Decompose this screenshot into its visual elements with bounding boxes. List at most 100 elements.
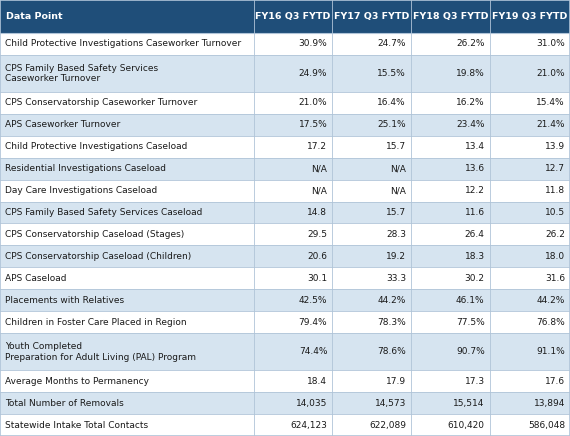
Text: 77.5%: 77.5% (456, 317, 484, 327)
Text: 44.2%: 44.2% (536, 296, 565, 305)
Text: FY19 Q3 FYTD: FY19 Q3 FYTD (492, 12, 568, 21)
Text: 46.1%: 46.1% (456, 296, 484, 305)
Text: APS Caseworker Turnover: APS Caseworker Turnover (5, 120, 120, 129)
Text: N/A: N/A (390, 186, 406, 195)
Text: 29.5: 29.5 (307, 230, 327, 239)
Bar (0, 245, 570, 267)
Bar (0, 180, 570, 201)
Text: 17.6: 17.6 (545, 377, 565, 386)
Text: Children in Foster Care Placed in Region: Children in Foster Care Placed in Region (5, 317, 186, 327)
Text: Day Care Investigations Caseload: Day Care Investigations Caseload (5, 186, 157, 195)
Text: 17.3: 17.3 (465, 377, 484, 386)
Bar (0, 267, 570, 289)
Text: 17.2: 17.2 (307, 142, 327, 151)
Bar (0, 136, 570, 158)
Text: Youth Completed
Preparation for Adult Living (PAL) Program: Youth Completed Preparation for Adult Li… (5, 342, 196, 361)
Text: 21.0%: 21.0% (536, 69, 565, 78)
Text: 13,894: 13,894 (534, 399, 565, 408)
Text: 44.2%: 44.2% (377, 296, 406, 305)
Text: 586,048: 586,048 (528, 421, 565, 429)
Bar (0, 392, 570, 414)
Text: N/A: N/A (311, 164, 327, 173)
Text: 19.2: 19.2 (386, 252, 406, 261)
Text: CPS Conservatorship Caseworker Turnover: CPS Conservatorship Caseworker Turnover (5, 99, 197, 108)
Text: 18.0: 18.0 (545, 252, 565, 261)
Text: 15,514: 15,514 (453, 399, 484, 408)
Text: CPS Family Based Safety Services
Caseworker Turnover: CPS Family Based Safety Services Casewor… (5, 64, 158, 83)
Bar (0, 311, 570, 333)
Text: CPS Conservatorship Caseload (Children): CPS Conservatorship Caseload (Children) (5, 252, 192, 261)
Bar (0, 370, 570, 392)
Text: 21.0%: 21.0% (299, 99, 327, 108)
Text: 24.7%: 24.7% (377, 39, 406, 48)
Text: 30.2: 30.2 (465, 274, 484, 283)
Text: 13.9: 13.9 (545, 142, 565, 151)
Text: 13.6: 13.6 (465, 164, 484, 173)
Text: N/A: N/A (390, 164, 406, 173)
Text: 610,420: 610,420 (447, 421, 484, 429)
Text: 17.9: 17.9 (386, 377, 406, 386)
Text: 15.7: 15.7 (386, 142, 406, 151)
Text: Average Months to Permanency: Average Months to Permanency (5, 377, 149, 386)
Text: 76.8%: 76.8% (536, 317, 565, 327)
Text: Child Protective Investigations Caseworker Turnover: Child Protective Investigations Casework… (5, 39, 241, 48)
Text: 33.3: 33.3 (386, 274, 406, 283)
Text: 26.2: 26.2 (545, 230, 565, 239)
Text: Placements with Relatives: Placements with Relatives (5, 296, 124, 305)
Text: 26.2%: 26.2% (456, 39, 484, 48)
Text: 26.4: 26.4 (465, 230, 484, 239)
Text: 23.4%: 23.4% (456, 120, 484, 129)
Text: 12.2: 12.2 (465, 186, 484, 195)
Text: FY18 Q3 FYTD: FY18 Q3 FYTD (413, 12, 488, 21)
Text: 24.9%: 24.9% (299, 69, 327, 78)
Text: FY17 Q3 FYTD: FY17 Q3 FYTD (334, 12, 409, 21)
Text: 74.4%: 74.4% (299, 347, 327, 356)
Text: Total Number of Removals: Total Number of Removals (5, 399, 124, 408)
Text: 79.4%: 79.4% (299, 317, 327, 327)
Text: 21.4%: 21.4% (536, 120, 565, 129)
Text: Data Point: Data Point (6, 12, 63, 21)
Text: APS Caseload: APS Caseload (5, 274, 67, 283)
Bar (0, 0, 570, 33)
Text: 31.0%: 31.0% (536, 39, 565, 48)
Text: FY16 Q3 FYTD: FY16 Q3 FYTD (255, 12, 331, 21)
Text: 16.4%: 16.4% (377, 99, 406, 108)
Text: 30.9%: 30.9% (299, 39, 327, 48)
Bar (0, 92, 570, 114)
Bar (0, 224, 570, 245)
Bar (0, 55, 570, 92)
Text: 19.8%: 19.8% (456, 69, 484, 78)
Text: 18.3: 18.3 (465, 252, 484, 261)
Text: CPS Family Based Safety Services Caseload: CPS Family Based Safety Services Caseloa… (5, 208, 202, 217)
Text: 90.7%: 90.7% (456, 347, 484, 356)
Text: 11.6: 11.6 (465, 208, 484, 217)
Text: 17.5%: 17.5% (299, 120, 327, 129)
Text: 20.6: 20.6 (307, 252, 327, 261)
Text: Statewide Intake Total Contacts: Statewide Intake Total Contacts (5, 421, 148, 429)
Bar (0, 201, 570, 224)
Text: 14.8: 14.8 (307, 208, 327, 217)
Text: 12.7: 12.7 (545, 164, 565, 173)
Text: N/A: N/A (311, 186, 327, 195)
Text: 622,089: 622,089 (369, 421, 406, 429)
Text: 30.1: 30.1 (307, 274, 327, 283)
Bar (0, 289, 570, 311)
Text: 13.4: 13.4 (465, 142, 484, 151)
Text: 91.1%: 91.1% (536, 347, 565, 356)
Text: 42.5%: 42.5% (299, 296, 327, 305)
Text: Child Protective Investigations Caseload: Child Protective Investigations Caseload (5, 142, 188, 151)
Text: 78.6%: 78.6% (377, 347, 406, 356)
Text: 14,035: 14,035 (296, 399, 327, 408)
Text: 18.4: 18.4 (307, 377, 327, 386)
Text: 11.8: 11.8 (545, 186, 565, 195)
Text: 15.7: 15.7 (386, 208, 406, 217)
Text: 78.3%: 78.3% (377, 317, 406, 327)
Text: 15.5%: 15.5% (377, 69, 406, 78)
Bar (0, 158, 570, 180)
Bar (0, 333, 570, 370)
Text: 28.3: 28.3 (386, 230, 406, 239)
Text: 14,573: 14,573 (374, 399, 406, 408)
Text: Residential Investigations Caseload: Residential Investigations Caseload (5, 164, 166, 173)
Bar (0, 414, 570, 436)
Text: 624,123: 624,123 (291, 421, 327, 429)
